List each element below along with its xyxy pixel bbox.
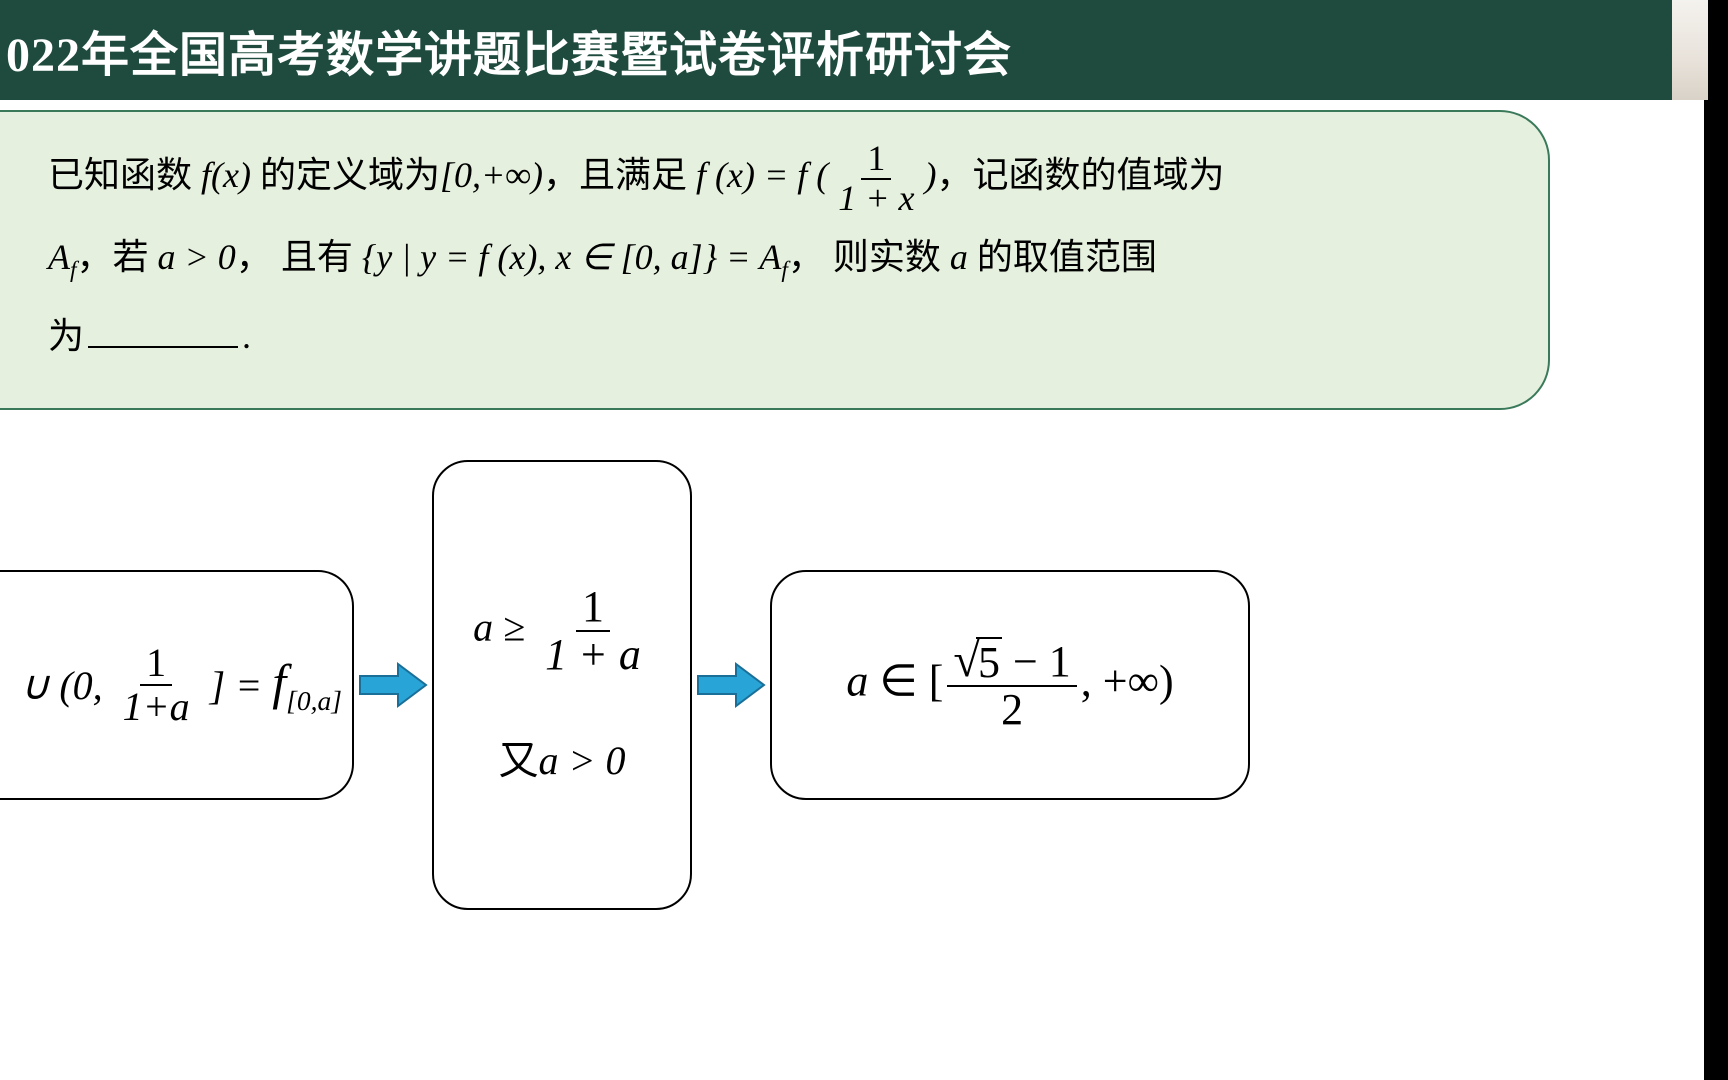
close-bracket: ]: [210, 662, 226, 709]
text-and-has: ， 且有: [236, 237, 362, 277]
var-a: a: [950, 237, 968, 277]
minus-1: − 1: [1002, 637, 1071, 686]
a-gt-0: a > 0: [158, 237, 236, 277]
f-sub-interval: [0,a]: [286, 685, 342, 716]
var-f: f: [201, 155, 211, 195]
set-open-brace: {: [362, 237, 376, 277]
problem-line-2: Af，若 a > 0， 且有 {y | y = f (x), x ∈ [0, a…: [48, 218, 1488, 297]
sqrt-5: √5: [953, 637, 1002, 685]
fraction-1-over-1plusx: 11 + x: [832, 140, 920, 218]
fraction-1-over-1plusa-2: 11 + a: [539, 584, 647, 678]
fraction-golden: √5 − 1 2: [947, 637, 1076, 734]
node1-content: ∪(0, 11+a] = f[0,a]: [20, 642, 342, 728]
text-also: 又: [499, 738, 539, 783]
n2-frac-den: 1 + a: [539, 632, 647, 678]
frac-den: 1 + x: [832, 180, 920, 218]
text-period: .: [242, 316, 251, 356]
set-body: y | y = f (x), x ∈ [0, a]: [376, 237, 702, 277]
n1-frac-num: 1: [140, 642, 172, 686]
set-close-brace: }: [703, 237, 717, 277]
set-Af: Af: [48, 237, 77, 277]
var-a-3: a: [846, 656, 868, 705]
webcam-thumbnail: [1672, 0, 1708, 100]
f-restricted: f[0,a]: [272, 653, 342, 717]
n1-eq: =: [235, 662, 262, 709]
set-Af-2: Af: [759, 237, 788, 277]
text-domain-label: 的定义域为: [251, 155, 440, 195]
node2-line2: 又a > 0: [499, 728, 626, 786]
fraction-1-over-1plusa: 11+a: [117, 642, 196, 728]
eq-sign: =: [717, 237, 759, 277]
n3-den: 2: [995, 687, 1029, 733]
problem-statement-box: 已知函数 f(x) 的定义域为[0,+∞)，且满足 f (x) = f (11 …: [0, 110, 1550, 410]
problem-line-1: 已知函数 f(x) 的定义域为[0,+∞)，且满足 f (x) = f (11 …: [48, 136, 1488, 218]
n1-frac-den: 1+a: [117, 686, 196, 728]
sub-a: a: [317, 685, 331, 716]
arrow-icon: [358, 660, 428, 710]
text-range-label: ，记函数的值域为: [937, 155, 1225, 195]
Af-letter: A: [48, 237, 70, 277]
f-letter: f: [272, 654, 286, 710]
answer-blank: [88, 312, 238, 348]
flow-node-3: a ∈ [ √5 − 1 2 , +∞): [770, 570, 1250, 800]
flow-node-1: ∪(0, 11+a] = f[0,a]: [0, 570, 354, 800]
text-then-real: ， 则实数: [788, 237, 950, 277]
a-geq: a ≥: [473, 604, 535, 649]
var-fx-arg: (x): [211, 155, 251, 195]
text-intro: 已知函数: [48, 155, 201, 195]
flow-row: ∪(0,11+a] = f[0,a] a ≥ 11 + a 又a > 0 a ∈…: [0, 460, 1550, 910]
open-interval: (0,: [59, 662, 102, 709]
text-if: ，若: [77, 237, 158, 277]
node3-content: a ∈ [ √5 − 1 2 , +∞): [846, 637, 1173, 734]
Af-letter-2: A: [759, 237, 781, 277]
sub-open: [0,: [286, 685, 317, 716]
node2-line1: a ≥ 11 + a: [473, 584, 651, 678]
arrow-icon: [696, 660, 766, 710]
element-of: ∈ [: [868, 656, 943, 705]
sqrt-radicand: 5: [976, 637, 1002, 685]
n2-frac-num: 1: [576, 584, 610, 632]
frac-num: 1: [861, 140, 891, 180]
eq-lhs: f (x) = f (: [696, 155, 828, 195]
text-and-satisfy: ，且满足: [543, 155, 696, 195]
eq-close-paren: ): [925, 155, 937, 195]
right-black-strip: [1704, 0, 1728, 1080]
domain-interval: [0,+∞): [440, 155, 543, 195]
text-range-of: 的取值范围: [968, 237, 1157, 277]
problem-line-3: 为.: [48, 297, 1488, 376]
page-title: 022年全国高考数学讲题比赛暨试卷评析研讨会: [6, 15, 1012, 85]
interval-tail: , +∞): [1081, 656, 1174, 705]
sub-close: ]: [331, 685, 342, 716]
n3-num: √5 − 1: [947, 637, 1076, 687]
union-symbol: ∪: [20, 662, 49, 709]
a-gt-0-2: a > 0: [539, 738, 626, 783]
flow-node-2: a ≥ 11 + a 又a > 0: [432, 460, 692, 910]
header-bar: 022年全国高考数学讲题比赛暨试卷评析研讨会: [0, 0, 1728, 100]
text-is: 为: [48, 316, 84, 356]
